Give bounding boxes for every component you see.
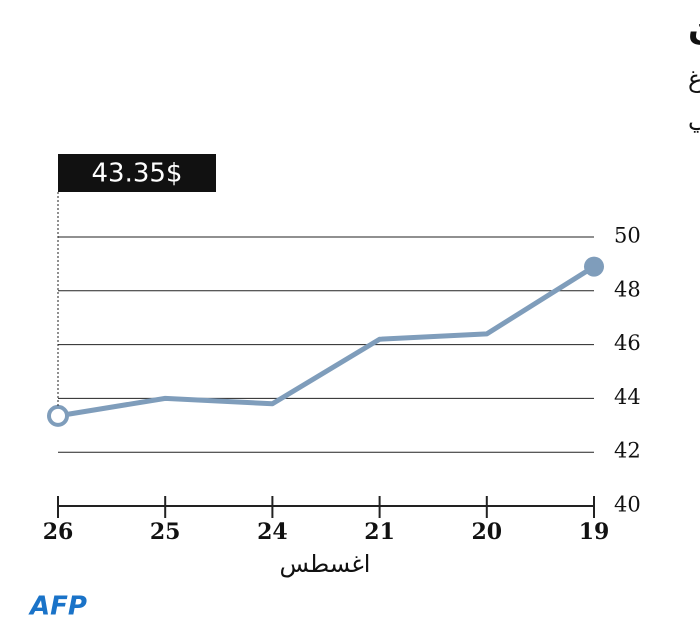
x-tick-label: 24 — [257, 519, 288, 545]
chart-subtitle: تسليم اكتوبر، بالدولار الاميركي — [688, 105, 700, 133]
y-tick-label: 48 — [614, 277, 641, 301]
y-tick-label: 44 — [614, 385, 641, 409]
y-tick-label: 50 — [614, 224, 641, 248]
chart-title: برميل نفط برنت في لندن — [688, 9, 700, 49]
x-tick-label: 20 — [471, 519, 502, 545]
y-tick-label: 40 — [614, 493, 641, 517]
start-point — [47, 404, 69, 427]
y-tick-label: 46 — [614, 331, 641, 355]
label-box — [58, 154, 216, 192]
value-label: 43.35$ — [92, 159, 183, 189]
data-line — [57, 264, 596, 419]
y-tick-label: 42 — [614, 439, 641, 463]
x-tick-label: 19 — [579, 519, 610, 545]
x-axis-label: اغسطس — [280, 550, 371, 578]
x-tick-label: 21 — [364, 519, 395, 545]
chart-subtitle: 26 اغسطس 2015، الساعة 10:45 ت غ — [688, 65, 700, 93]
x-tick-label: 26 — [43, 519, 74, 545]
x-tick-label: 25 — [150, 519, 181, 545]
source-logo: AFP — [28, 592, 87, 622]
end-point — [584, 256, 604, 277]
